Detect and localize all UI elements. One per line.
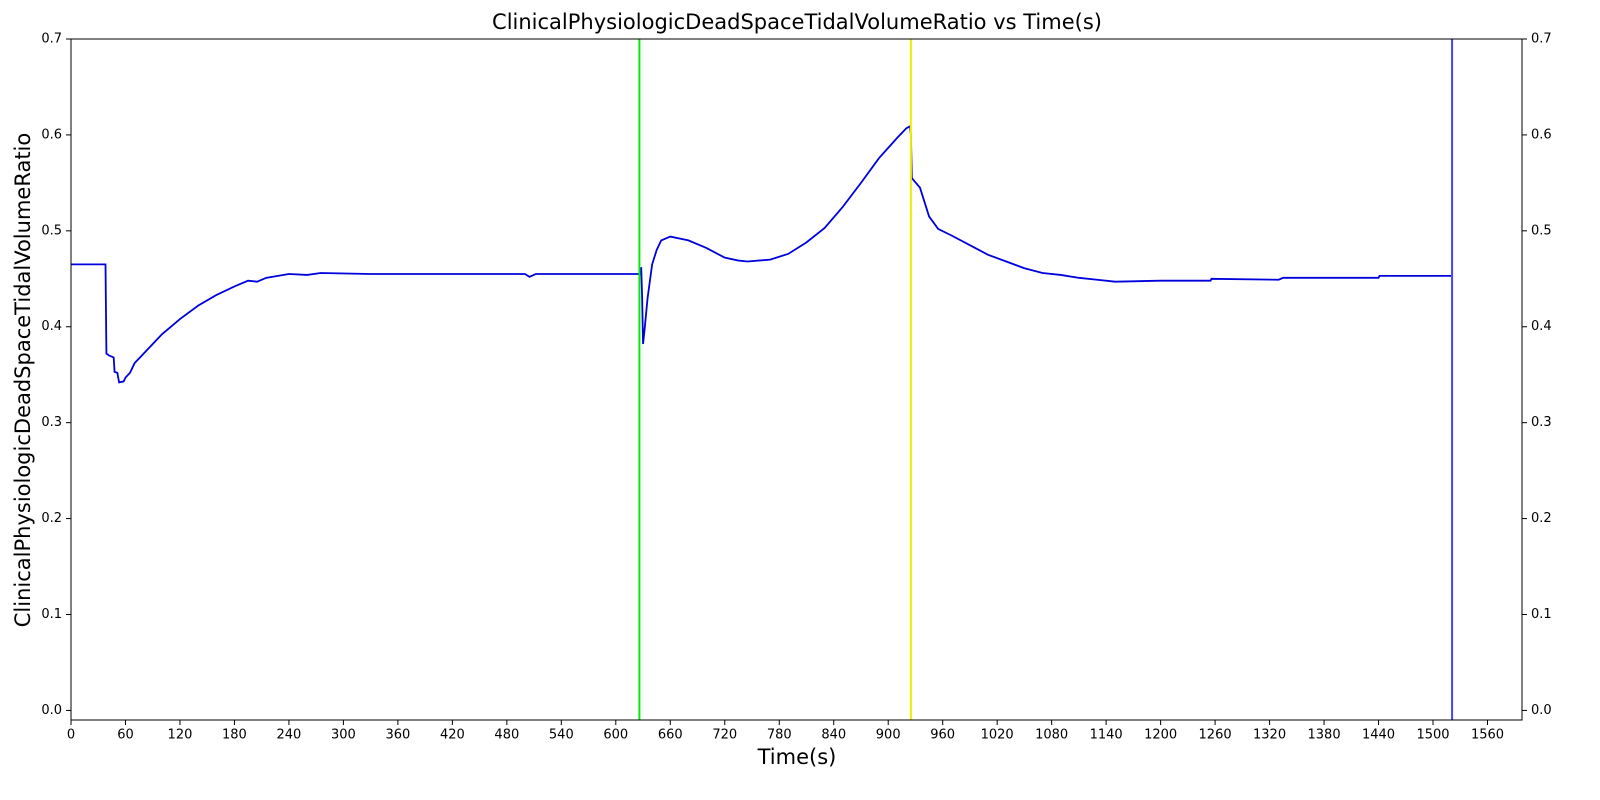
x-tick-label: 1260	[1199, 728, 1232, 743]
y-tick-label: 0.0	[41, 703, 62, 718]
y-tick-label: 0.4	[41, 319, 62, 334]
y2-tick-label: 0.6	[1531, 127, 1552, 142]
x-tick-label: 1500	[1416, 728, 1449, 743]
x-tick-label: 60	[117, 728, 134, 743]
y-tick-label: 0.7	[41, 32, 62, 47]
x-tick-label: 300	[331, 728, 356, 743]
x-tick-label: 240	[277, 728, 302, 743]
x-tick-label: 360	[385, 728, 410, 743]
x-tick-label: 180	[222, 728, 247, 743]
x-tick-label: 480	[494, 728, 519, 743]
x-tick-label: 420	[440, 728, 465, 743]
x-tick-label: 1140	[1090, 728, 1123, 743]
y-tick-label: 0.1	[41, 607, 62, 622]
x-tick-label: 600	[603, 728, 628, 743]
y2-tick-label: 0.5	[1531, 223, 1552, 238]
x-tick-label: 1200	[1144, 728, 1177, 743]
plot-frame	[70, 38, 1523, 721]
x-tick-label: 0	[67, 728, 75, 743]
x-tick-label: 660	[658, 728, 683, 743]
x-tick-label: 780	[767, 728, 792, 743]
x-tick-label: 840	[821, 728, 846, 743]
y-tick-label: 0.2	[41, 511, 62, 526]
x-tick-label: 120	[168, 728, 193, 743]
y-axis-label: ClinicalPhysiologicDeadSpaceTidalVolumeR…	[11, 133, 35, 628]
x-tick-label: 960	[930, 728, 955, 743]
x-tick-label: 1020	[981, 728, 1014, 743]
x-tick-label: 1440	[1362, 728, 1395, 743]
x-tick-label: 1320	[1253, 728, 1286, 743]
y2-tick-label: 0.4	[1531, 319, 1552, 334]
x-tick-label: 540	[549, 728, 574, 743]
y-tick-label: 0.3	[41, 415, 62, 430]
y2-tick-label: 0.3	[1531, 415, 1552, 430]
chart-title: ClinicalPhysiologicDeadSpaceTidalVolumeR…	[492, 10, 1102, 34]
y2-tick-label: 0.2	[1531, 511, 1552, 526]
x-axis-label: Time(s)	[757, 745, 837, 769]
y2-tick-label: 0.1	[1531, 607, 1552, 622]
x-tick-label: 1560	[1471, 728, 1504, 743]
x-tick-label: 900	[876, 728, 901, 743]
y2-tick-label: 0.0	[1531, 703, 1552, 718]
x-tick-label: 1380	[1308, 728, 1341, 743]
y-tick-label: 0.6	[41, 127, 62, 142]
x-tick-label: 720	[712, 728, 737, 743]
data-line	[71, 124, 1452, 384]
y2-tick-label: 0.7	[1531, 32, 1552, 47]
y-tick-label: 0.5	[41, 223, 62, 238]
x-tick-label: 1080	[1035, 728, 1068, 743]
